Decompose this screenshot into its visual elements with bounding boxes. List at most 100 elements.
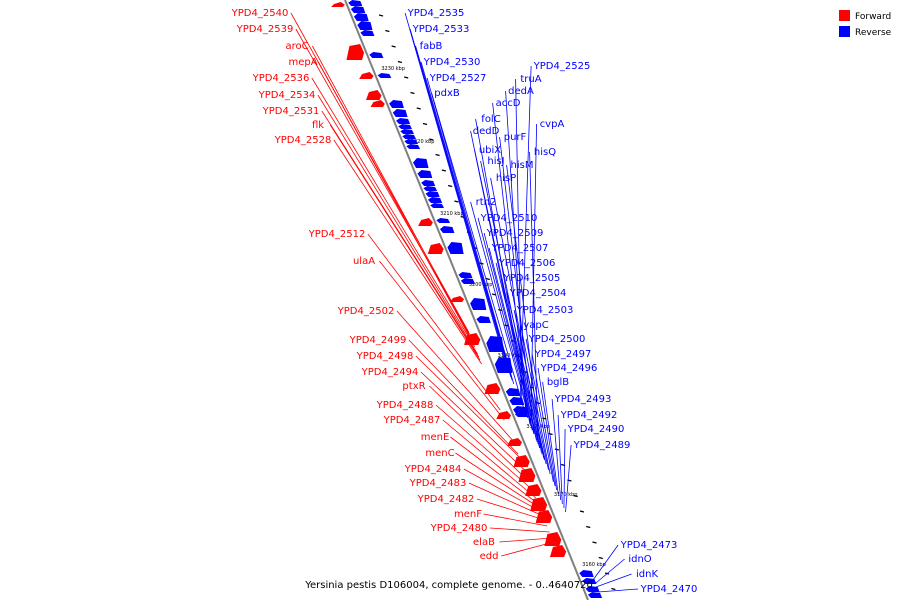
reverse-gene-label: YPD4_2530 — [423, 57, 481, 68]
reverse-gene-label: YPD4_2535 — [407, 8, 465, 19]
forward-leader-line — [396, 310, 513, 441]
reverse-feature — [436, 218, 451, 223]
forward-feature — [449, 296, 465, 302]
forward-feature — [535, 510, 553, 523]
reverse-gene-label: pdxB — [434, 88, 460, 99]
forward-gene-label: YPD4_2480 — [430, 523, 488, 534]
legend-reverse-label: Reverse — [855, 28, 892, 38]
tick-dash — [416, 107, 421, 110]
forward-gene-label: YPD4_2534 — [258, 90, 316, 101]
forward-gene-label: menE — [421, 432, 450, 443]
kbp-tick-label: 3210 kbp — [440, 211, 464, 217]
forward-leader-line — [429, 385, 530, 483]
reverse-gene-label: hisP — [496, 173, 516, 184]
reverse-feature — [514, 412, 529, 417]
reverse-feature — [423, 186, 438, 191]
forward-leader-line — [476, 498, 545, 521]
reverse-gene-label: YPD4_2473 — [620, 540, 678, 551]
reverse-gene-label: purF — [504, 132, 527, 143]
reverse-gene-label: yapC — [523, 320, 548, 331]
forward-gene-label: YPD4_2499 — [349, 335, 407, 346]
tick-dash — [485, 277, 490, 281]
reverse-leader-line — [551, 398, 562, 501]
kbp-tick-label: 3230 kbp — [381, 66, 405, 72]
reverse-feature — [406, 144, 421, 149]
forward-leader-line — [463, 468, 542, 513]
reverse-gene-label: YPD4_2509 — [486, 228, 544, 239]
reverse-feature — [353, 13, 369, 21]
forward-feature — [370, 100, 385, 107]
reverse-leader-line — [500, 277, 545, 461]
tick-dash — [397, 60, 403, 64]
forward-gene-label: ptxR — [402, 381, 425, 392]
forward-gene-label: menC — [425, 448, 454, 459]
reverse-gene-labels: YPD4_2535 YPD4_2533 fabB YPD4_2530 YPD4_2527… — [407, 8, 698, 595]
reverse-leader-line — [565, 444, 572, 513]
reverse-feature — [357, 21, 373, 30]
forward-feature — [427, 243, 444, 254]
reverse-leader-line — [506, 164, 542, 453]
reverse-gene-label: YPD4_2525 — [533, 61, 591, 72]
reverse-leader-line — [490, 177, 545, 459]
forward-leader-line — [312, 45, 473, 341]
tick-dash — [435, 153, 440, 157]
reverse-gene-label: truA — [520, 74, 541, 85]
reverse-leader-line — [537, 367, 558, 491]
kbp-tick-label: 3170 kbp — [554, 492, 578, 498]
reverse-feature — [404, 139, 419, 144]
kbp-tick-label: 3220 kbp — [411, 139, 435, 145]
reverse-leader-line — [563, 428, 566, 509]
reverse-gene-label: YPD4_2496 — [540, 363, 598, 374]
genome-axis — [344, 0, 589, 600]
reverse-feature — [413, 158, 429, 168]
tick-dash — [429, 138, 434, 141]
reverse-gene-label: hisJ — [487, 156, 504, 167]
forward-gene-label: aroC — [285, 41, 308, 52]
reverse-gene-label: YPD4_2490 — [567, 424, 625, 435]
reverse-feature — [460, 278, 475, 284]
forward-leader-line — [415, 355, 520, 458]
forward-leader-line — [442, 419, 537, 499]
forward-leader-line — [311, 77, 476, 348]
forward-gene-label: YPD4_2498 — [356, 351, 414, 362]
reverse-gene-label: YPD4_2500 — [528, 334, 586, 345]
reverse-gene-label: YPD4_2507 — [491, 243, 549, 254]
forward-gene-label: edd — [480, 551, 499, 562]
tick-dash — [447, 184, 453, 188]
reverse-feature — [392, 109, 408, 117]
forward-feature — [530, 497, 548, 511]
reverse-leader-line — [420, 61, 513, 381]
reverse-feature — [369, 52, 384, 58]
tick-dash — [586, 525, 591, 529]
forward-gene-label: YPD4_2512 — [308, 229, 366, 240]
tick-dash — [573, 494, 578, 498]
forward-gene-label: elaB — [473, 537, 495, 548]
reverse-feature — [430, 203, 444, 208]
tick-dash — [441, 169, 446, 172]
reverse-feature — [377, 73, 392, 78]
forward-gene-label: YPD4_2528 — [274, 135, 332, 146]
reverse-leader-line — [404, 12, 506, 365]
forward-feature — [518, 468, 536, 482]
reverse-feature — [587, 592, 603, 598]
reverse-gene-label: YPD4_2506 — [498, 258, 556, 269]
legend: Forward Reverse — [839, 10, 892, 38]
genome-caption: Yersinia pestis D106004, complete genome… — [304, 580, 593, 591]
forward-leader-line — [329, 124, 481, 361]
reverse-gene-label: dedA — [508, 86, 534, 97]
tick-dash — [385, 29, 390, 33]
forward-feature — [484, 383, 501, 394]
forward-gene-label: YPD4_2536 — [252, 73, 310, 84]
forward-gene-label: ulaA — [353, 256, 375, 267]
reverse-gene-label: accD — [496, 98, 521, 109]
tick-dash — [378, 14, 384, 17]
reverse-gene-label: folC — [481, 114, 500, 125]
reverse-leader-line — [477, 217, 535, 435]
tick-dash — [410, 91, 415, 95]
reverse-feature — [458, 272, 473, 278]
tick-dash — [579, 510, 585, 513]
reverse-leader-line — [470, 201, 533, 431]
reverse-leader-line — [431, 92, 525, 411]
kbp-tick-label: 3160 kbp — [582, 562, 606, 568]
reverse-gene-label: YPD4_2503 — [516, 305, 574, 316]
